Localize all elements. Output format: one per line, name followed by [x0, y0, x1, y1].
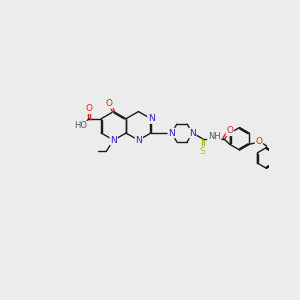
Text: HO: HO	[74, 122, 87, 130]
Text: N: N	[148, 114, 155, 123]
Text: N: N	[110, 136, 117, 145]
Text: O: O	[226, 126, 233, 135]
Text: O: O	[106, 99, 112, 108]
Text: O: O	[85, 104, 92, 113]
Text: O: O	[255, 136, 262, 146]
Text: N: N	[168, 128, 175, 137]
Text: S: S	[200, 147, 206, 156]
Text: NH: NH	[208, 132, 221, 141]
Text: N: N	[136, 136, 142, 145]
Text: N: N	[189, 128, 196, 137]
